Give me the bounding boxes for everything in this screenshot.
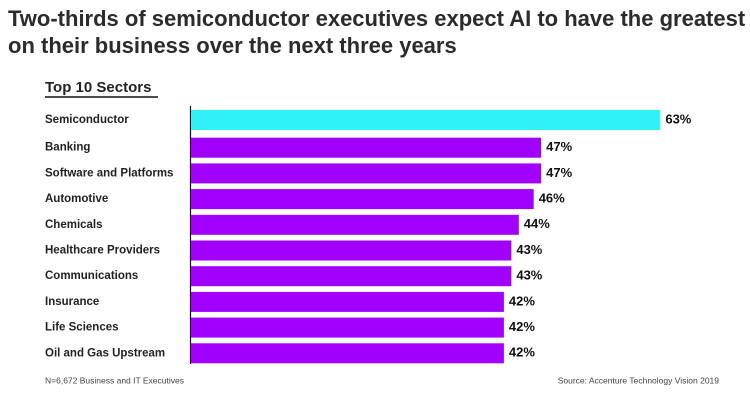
value-label: 47%: [546, 139, 572, 154]
value-label: 47%: [546, 165, 572, 180]
chart-title: Two-thirds of semiconductor executives e…: [8, 6, 750, 58]
category-label: Healthcare Providers: [45, 245, 160, 257]
value-label: 46%: [539, 191, 565, 206]
subtitle: Top 10 Sectors: [45, 79, 151, 96]
bar: [191, 110, 661, 130]
category-label: Life Sciences: [45, 322, 119, 334]
bar: [191, 291, 504, 312]
note: N=6,672 Business and IT Executives: [45, 375, 184, 385]
category-label: Insurance: [45, 296, 99, 308]
bar: [191, 189, 534, 210]
value-label: 42%: [509, 293, 535, 308]
bar: [191, 317, 504, 338]
category-label: Banking: [45, 142, 90, 154]
value-label: 42%: [509, 345, 535, 360]
category-label: Automotive: [45, 193, 108, 205]
category-label: Software and Platforms: [45, 167, 173, 179]
value-label: 43%: [516, 242, 542, 257]
category-label: Chemicals: [45, 219, 103, 231]
bar: [191, 214, 519, 235]
bar: [191, 343, 504, 364]
category-label: Communications: [45, 270, 138, 282]
value-label: 63%: [665, 111, 691, 126]
category-label: Semiconductor: [45, 114, 129, 126]
bar: [191, 240, 512, 261]
source: Source: Accenture Technology Vision 2019: [558, 375, 720, 385]
category-label: Oil and Gas Upstream: [45, 347, 165, 359]
value-label: 43%: [516, 268, 542, 283]
value-label: 42%: [509, 319, 535, 334]
bar: [191, 266, 512, 287]
bar: [191, 137, 542, 158]
value-label: 44%: [524, 216, 550, 231]
bar: [191, 163, 542, 184]
